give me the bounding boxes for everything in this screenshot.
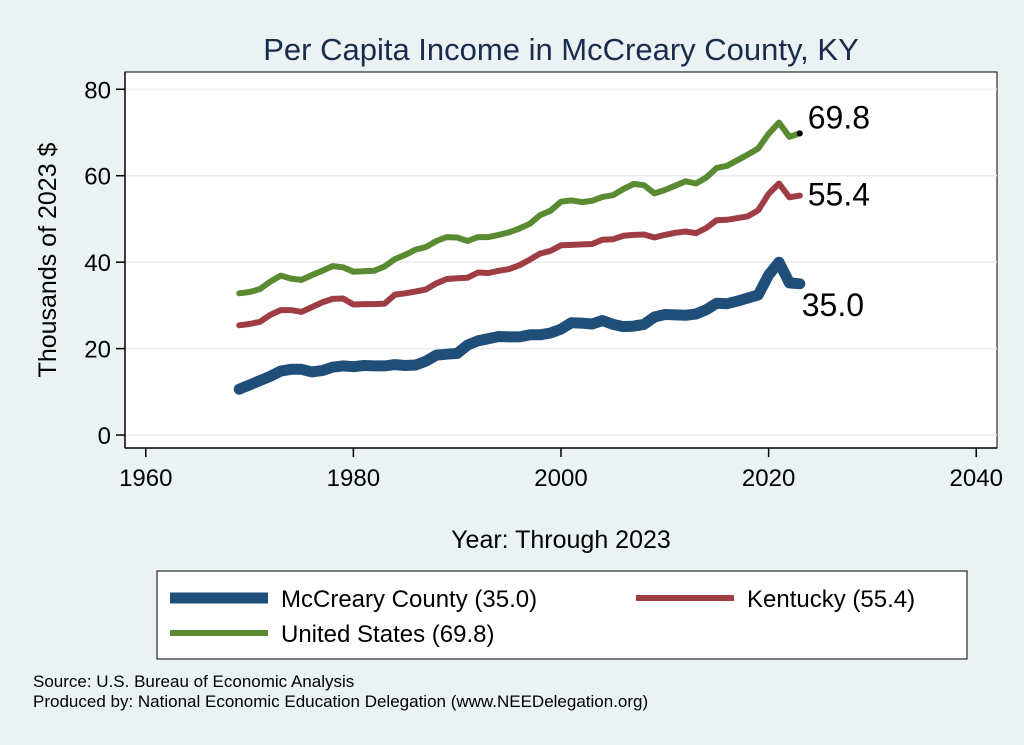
y-axis-label: Thousands of 2023 $ xyxy=(34,142,62,377)
x-tick-label: 1980 xyxy=(327,465,380,492)
gridlines xyxy=(125,88,997,436)
y-tick-label: 20 xyxy=(84,337,111,364)
x-tick-label: 1960 xyxy=(119,465,172,492)
end-label-kentucky: 55.4 xyxy=(808,177,870,213)
end-label-united-states: 69.8 xyxy=(808,99,870,135)
end-labels: 69.8 55.4 35.0 xyxy=(796,99,870,323)
legend: McCreary County (35.0) Kentucky (55.4) U… xyxy=(156,570,968,660)
y-tick-label: 80 xyxy=(84,77,111,104)
y-tick-label: 40 xyxy=(84,250,111,277)
legend-label-united-states: United States (69.8) xyxy=(281,621,494,648)
y-tick-label: 60 xyxy=(84,164,111,191)
series-line-mccreary xyxy=(233,256,806,395)
produced-by-note: Produced by: National Economic Education… xyxy=(33,692,648,711)
source-note: Source: U.S. Bureau of Economic Analysis xyxy=(33,672,354,691)
series-line-united-states xyxy=(236,119,803,297)
x-tick-label: 2020 xyxy=(742,465,795,492)
legend-label-mccreary: McCreary County (35.0) xyxy=(281,586,537,613)
chart-title: Per Capita Income in McCreary County, KY xyxy=(263,32,859,67)
end-label-mccreary: 35.0 xyxy=(802,287,864,323)
y-ticks: 0 20 40 60 80 xyxy=(84,77,125,450)
series-line-kentucky xyxy=(236,180,803,329)
end-marker-united-states xyxy=(796,130,803,137)
x-ticks: 1960 1980 2000 2020 2040 xyxy=(119,448,1003,492)
series-lines xyxy=(233,119,806,395)
plot-area xyxy=(124,71,998,449)
legend-label-kentucky: Kentucky (55.4) xyxy=(747,586,915,613)
x-axis-label: Year: Through 2023 xyxy=(451,526,671,554)
x-tick-label: 2000 xyxy=(534,465,587,492)
x-tick-label: 2040 xyxy=(950,465,1003,492)
legend-box xyxy=(156,570,968,660)
y-tick-label: 0 xyxy=(98,423,111,450)
